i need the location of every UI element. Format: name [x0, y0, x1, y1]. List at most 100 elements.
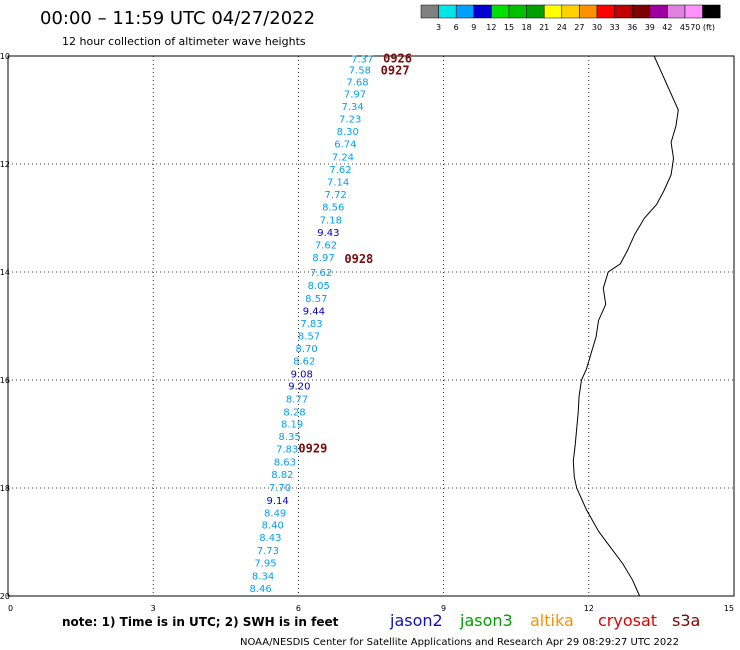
wave-height-value: 7.83: [276, 445, 298, 456]
scale-label: 30: [592, 23, 602, 32]
scale-label: 24: [557, 23, 567, 32]
wave-height-value: 9.43: [317, 228, 339, 239]
scale-swatch: [667, 4, 686, 19]
color-scale: 3 6 9 12 15 18 21 24 27 30 33 36 39 42 45 70 (ft): [420, 4, 721, 32]
wave-height-value: 8.97: [312, 253, 334, 264]
wave-height-value: 7.97: [344, 89, 366, 100]
wave-height-value: 8.35: [279, 432, 301, 443]
scale-swatch: [702, 4, 721, 19]
wave-height-value: 7.73: [257, 546, 279, 557]
y-tick-label: -10: [0, 52, 10, 61]
footer-credit: NOAA/NESDIS Center for Satellite Applica…: [240, 637, 679, 648]
wave-height-value: 6.74: [334, 139, 356, 150]
wave-height-value: 8.77: [286, 394, 308, 405]
wave-height-value: 7.34: [341, 102, 363, 113]
wave-height-value: 7.83: [300, 319, 322, 330]
scale-swatch: [438, 4, 457, 19]
grid-lines: [8, 56, 734, 596]
footer-note: note: 1) Time is in UTC; 2) SWH is in fe…: [62, 615, 339, 629]
scale-label: 18: [522, 23, 532, 32]
satellite-name: cryosat: [598, 611, 657, 630]
scale-label: 6: [454, 23, 459, 32]
x-tick-label: 9: [441, 604, 446, 613]
x-tick-label: 6: [296, 604, 301, 613]
y-tick-label: -14: [0, 268, 10, 277]
satellite-name: s3a: [672, 611, 700, 630]
pass-time-label: 0929: [298, 442, 327, 456]
coastline: [572, 55, 679, 597]
x-tick-label: 12: [584, 604, 594, 613]
scale-swatch: [543, 4, 563, 19]
wave-height-value: 8.82: [271, 470, 293, 481]
pass-time-label: 0926: [383, 52, 412, 66]
wave-height-value: 8.56: [322, 203, 344, 214]
scale-label: 42: [662, 23, 672, 32]
wave-height-value: 8.62: [293, 357, 315, 368]
wave-height-value: 8.57: [305, 294, 327, 305]
wave-height-value: 8.43: [259, 533, 281, 544]
y-tick-label: -20: [0, 592, 10, 601]
chart-title: 00:00 – 11:59 UTC 04/27/2022: [40, 8, 315, 29]
scale-swatch: [508, 4, 527, 19]
x-tick-label: 0: [8, 604, 13, 613]
scale-label: 15: [504, 23, 514, 32]
scale-label: 36: [627, 23, 637, 32]
scale-label: 45: [680, 23, 690, 32]
x-tick-label: 15: [724, 604, 734, 613]
scale-swatch: [455, 4, 475, 19]
wave-height-value: 8.28: [283, 407, 305, 418]
wave-height-value: 7.62: [329, 165, 351, 176]
wave-height-value: 8.19: [281, 420, 303, 431]
scale-label: 21: [539, 23, 549, 32]
wave-height-value: 8.40: [262, 521, 284, 532]
satellite-name: altika: [530, 611, 574, 630]
satellite-name: jason2: [389, 611, 443, 630]
scale-label: 3: [436, 23, 441, 32]
scale-label: 39: [645, 23, 655, 32]
scale-swatch: [649, 4, 668, 19]
wave-height-value: 7.18: [320, 216, 342, 227]
wave-height-value: 7.24: [332, 152, 354, 163]
y-tick-label: -16: [0, 376, 10, 385]
scale-swatch: [561, 4, 580, 19]
plot-area: 7.377.587.687.97 7.34 7.238.306.74 7.24 7.62…: [0, 52, 735, 613]
wave-height-value: 7.70: [269, 483, 291, 494]
wave-height-value: 7.62: [310, 268, 332, 279]
scale-label: 9: [471, 23, 476, 32]
wave-height-value: 8.49: [264, 508, 286, 519]
wave-height-value: 7.95: [254, 559, 276, 570]
wave-height-value: 7.68: [346, 77, 368, 88]
scale-swatch: [614, 4, 633, 19]
scale-label: 27: [574, 23, 584, 32]
wave-height-value: 7.62: [315, 240, 337, 251]
wave-height-value: 7.37: [351, 55, 373, 66]
wave-height-value: 9.14: [266, 496, 288, 507]
plot-frame: [7, 55, 735, 597]
chart-subtitle: 12 hour collection of altimeter wave hei…: [62, 35, 306, 48]
wave-height-value: 9.20: [288, 381, 310, 392]
wave-height-value: 8.30: [337, 127, 359, 138]
wave-height-value: 7.14: [327, 177, 349, 188]
x-tick-label: 3: [151, 604, 156, 613]
wave-height-value: 9.08: [291, 370, 313, 381]
scale-swatch: [596, 4, 615, 19]
scale-swatch: [631, 4, 651, 19]
satellite-legend: jason2 jason3 altika cryosat s3a: [389, 611, 700, 630]
wave-height-value: 8.70: [295, 344, 317, 355]
wave-height-value: 8.63: [274, 458, 296, 469]
wave-height-value: 7.23: [339, 115, 361, 126]
pass-time-label: 0927: [381, 64, 410, 78]
wave-height-value: 8.05: [308, 281, 330, 292]
scale-swatch: [579, 4, 598, 19]
scale-label: 12: [486, 23, 496, 32]
y-tick-label: -12: [0, 160, 10, 169]
wave-height-value: 8.57: [298, 332, 320, 343]
wave-height-value: 7.72: [325, 190, 347, 201]
scale-swatch: [473, 4, 492, 19]
axis-ticks: 0 3 6 9 12 15 -10 -12 -14 -16 -18 -20: [0, 52, 734, 613]
wave-height-value: 8.34: [252, 571, 274, 582]
scale-swatch: [526, 4, 545, 19]
wave-height-value: 9.44: [303, 306, 325, 317]
scale-label: 70 (ft): [690, 23, 715, 32]
